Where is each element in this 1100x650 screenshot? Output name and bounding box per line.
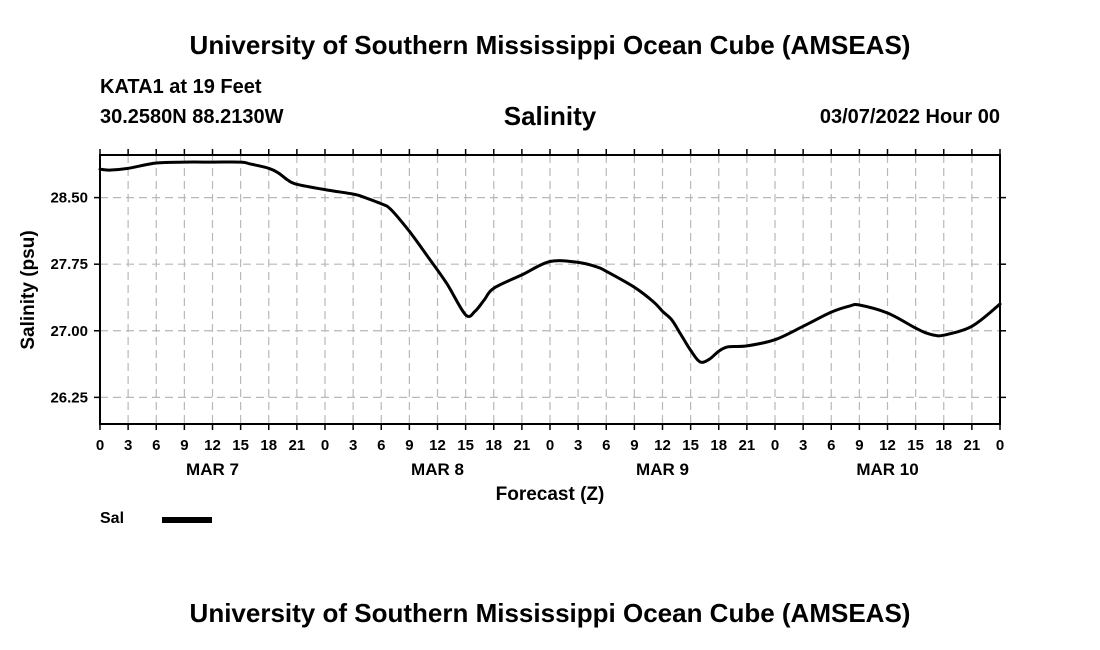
y-tick-label: 26.25: [50, 389, 88, 406]
x-tick-label: 3: [124, 437, 132, 454]
x-tick-label: 21: [514, 437, 531, 454]
x-tick-label: 12: [429, 437, 446, 454]
x-tick-label: 0: [96, 437, 104, 454]
day-label: MAR 10: [856, 460, 918, 479]
x-tick-label: 6: [377, 437, 385, 454]
x-tick-label: 9: [630, 437, 638, 454]
x-tick-label: 15: [457, 437, 474, 454]
x-tick-label: 12: [204, 437, 221, 454]
x-tick-label: 12: [879, 437, 896, 454]
y-tick-label: 27.75: [50, 256, 88, 273]
day-label: MAR 7: [186, 460, 239, 479]
day-label: MAR 9: [636, 460, 689, 479]
x-tick-label: 9: [855, 437, 863, 454]
chart-title-bottom: University of Southern Mississippi Ocean…: [189, 598, 911, 628]
x-tick-label: 21: [964, 437, 981, 454]
x-tick-label: 6: [152, 437, 160, 454]
x-tick-label: 0: [546, 437, 554, 454]
x-tick-label: 0: [996, 437, 1004, 454]
x-tick-label: 21: [289, 437, 306, 454]
y-axis-label: Salinity (psu): [18, 230, 39, 349]
chart-grid: [100, 155, 1000, 424]
legend-label: Sal: [100, 510, 125, 527]
x-tick-label: 15: [907, 437, 924, 454]
x-tick-label: 0: [771, 437, 779, 454]
x-tick-label: 6: [602, 437, 610, 454]
station-label: KATA1 at 19 Feet: [100, 76, 262, 98]
y-tick-label: 28.50: [50, 190, 88, 207]
y-tick-label: 27.00: [50, 323, 88, 340]
x-tick-label: 9: [180, 437, 188, 454]
x-tick-label: 9: [405, 437, 413, 454]
x-tick-label: 15: [682, 437, 699, 454]
x-tick-label: 3: [799, 437, 807, 454]
x-tick-label: 21: [739, 437, 756, 454]
x-tick-label: 12: [654, 437, 671, 454]
legend-line-swatch: [162, 517, 212, 523]
x-axis-label: Forecast (Z): [496, 484, 605, 505]
x-tick-label: 0: [321, 437, 329, 454]
x-tick-label: 18: [710, 437, 727, 454]
chart-title-top: University of Southern Mississippi Ocean…: [189, 30, 911, 60]
station-coordinates: 30.2580N 88.2130W: [100, 106, 284, 128]
axis-labels: 0 3 6 9 12 15 18 21 0 3 6 9 12 15 18 21 0 3 6 9 12 15 18 21 0 3 6 9…: [50, 190, 1004, 479]
x-tick-label: 6: [827, 437, 835, 454]
x-tick-label: 3: [574, 437, 582, 454]
x-tick-label: 18: [485, 437, 502, 454]
variable-title: Salinity: [503, 101, 597, 131]
x-tick-label: 15: [232, 437, 249, 454]
plot-frame: [99, 154, 1001, 425]
series-layer: [98, 160, 1002, 364]
x-tick-label: 18: [260, 437, 277, 454]
forecast-datetime: 03/07/2022 Hour 00: [819, 106, 1000, 128]
x-tick-label: 3: [349, 437, 357, 454]
day-label: MAR 8: [411, 460, 464, 479]
x-tick-label: 18: [935, 437, 952, 454]
series-line-salinity: [98, 160, 1002, 364]
